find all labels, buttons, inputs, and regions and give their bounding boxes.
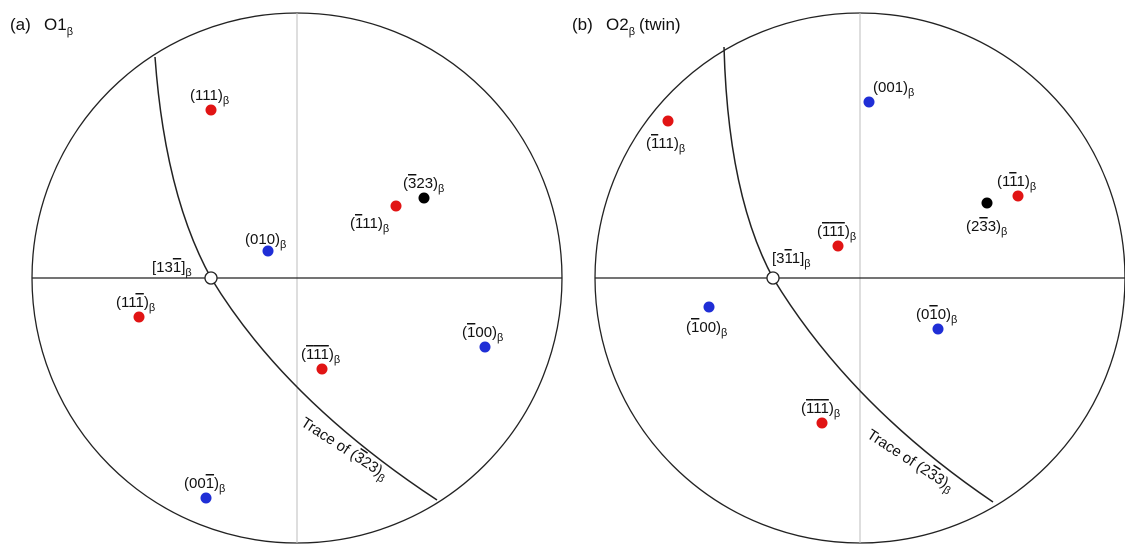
pole-m100-marker: [479, 341, 491, 353]
panel-a-title: O1β: [44, 15, 73, 38]
zone-axis-pole-a: [204, 271, 218, 285]
pole-m111-b-marker: [662, 115, 674, 127]
pole-111-marker: [205, 104, 217, 116]
pole-001-label: (001)β: [873, 79, 914, 99]
pole-010-label: (010)β: [245, 231, 286, 251]
pole-0m10-label: (010)β: [916, 306, 957, 326]
pole-111-label: (111)β: [190, 87, 229, 107]
trace-great-circle-b: [723, 46, 994, 503]
pole-010-marker: [262, 245, 274, 257]
pole-m111-marker: [390, 200, 402, 212]
pole-m111-label: (111)β: [350, 215, 389, 235]
pole-m111-b-label: (111)β: [646, 135, 685, 155]
pole-2m33-marker: [981, 197, 993, 209]
pole-11m1-marker: [133, 311, 145, 323]
pole-m100-b-marker: [703, 301, 715, 313]
panel-b-title: O2β (twin): [606, 15, 681, 38]
pole-00m1-marker: [200, 492, 212, 504]
pole-001-marker: [863, 96, 875, 108]
panel-a-letter: (a): [10, 15, 31, 34]
pole-m1m1m1-b-marker: [832, 240, 844, 252]
trace-label-a: Trace of (323)β: [296, 414, 391, 485]
pole-m100-b-label: (100)β: [686, 319, 727, 339]
pole-m1m1m1-marker: [316, 363, 328, 375]
pole-m323-marker: [418, 192, 430, 204]
pole-m323-label: (323)β: [403, 175, 444, 195]
panel-a: (a) O1β [131]β Trace of (323)β (111)β (32…: [10, 12, 563, 544]
zone-axis-label-a: [131]β: [152, 259, 192, 279]
pole-1m11-marker: [1012, 190, 1024, 202]
zone-axis-label-b: [311]β: [772, 250, 811, 270]
pole-m1m1m1-c-marker: [816, 417, 828, 429]
pole-m1m1m1-b-label: (111)β: [817, 223, 856, 243]
pole-1m11-label: (111)β: [997, 173, 1036, 193]
panel-b-letter: (b): [572, 15, 593, 34]
zone-axis-pole-b: [766, 271, 780, 285]
pole-m1m1m1-label: (111)β: [301, 346, 340, 366]
pole-m1m1m1-c-label: (111)β: [801, 400, 840, 420]
pole-0m10-marker: [932, 323, 944, 335]
pole-00m1-label: (001)β: [184, 475, 225, 495]
panel-b: (b) O2β (twin) [311]β Trace of (233)β (00…: [572, 12, 1125, 544]
pole-m100-label: (100)β: [462, 324, 503, 344]
pole-11m1-label: (111)β: [116, 294, 155, 314]
pole-2m33-label: (233)β: [966, 218, 1007, 238]
trace-label-b: Trace of (233)β: [862, 426, 957, 497]
